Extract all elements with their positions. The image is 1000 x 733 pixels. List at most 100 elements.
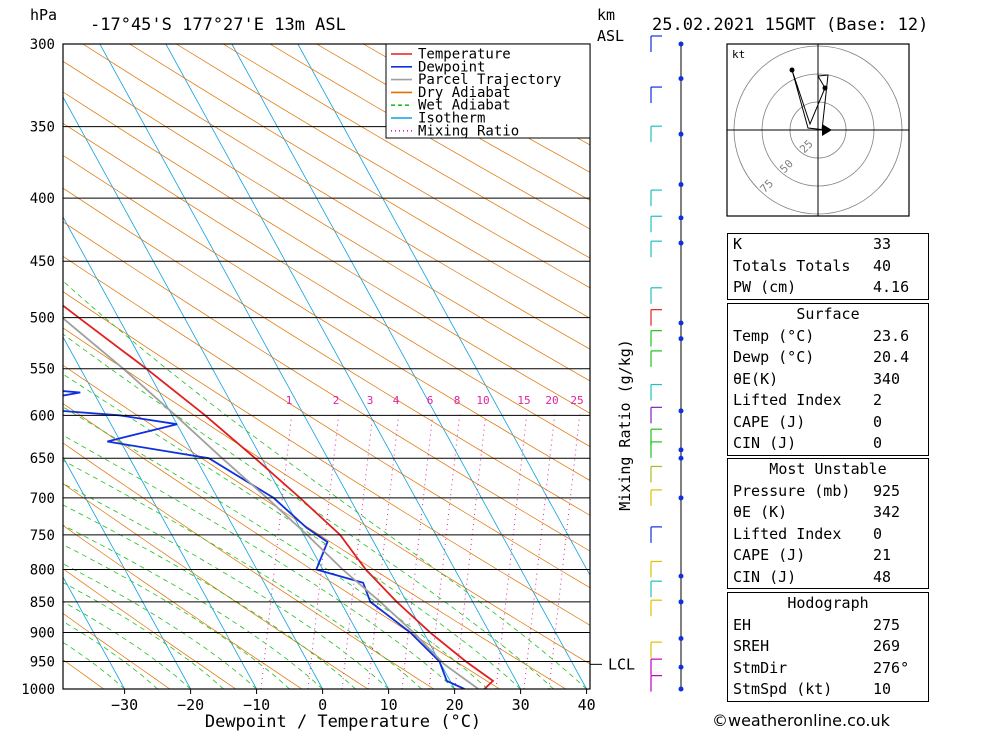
mixing-ratio-label: 8 [454, 394, 461, 407]
dry-adiabat [63, 327, 590, 665]
most-unstable-value: 48 [873, 567, 892, 586]
most-unstable-label: θE (K) [733, 503, 788, 521]
hodograph-param-row: SREH 269 [728, 636, 928, 658]
hodograph-param-row: EH 275 [728, 615, 928, 637]
pressure-tick-label: 600 [30, 408, 55, 424]
datetime-title: 25.02.2021 15GMT (Base: 12) [652, 15, 928, 35]
height-marker [678, 447, 684, 453]
hodograph-param-value: 275 [873, 615, 901, 634]
pressure-tick-label: 300 [30, 37, 55, 53]
hodograph-params-title: Hodograph [787, 594, 869, 612]
dry-adiabat [63, 364, 566, 689]
most-unstable-row: Pressure (mb) 925 [728, 481, 928, 503]
wet-adiabat [63, 504, 356, 689]
pressure-tick-label: 900 [30, 626, 55, 642]
isotherm [231, 44, 587, 689]
most-unstable-row: θE (K) 342 [728, 502, 928, 524]
height-marker [678, 408, 684, 414]
dry-adiabat [176, 44, 590, 289]
dry-adiabat [129, 44, 590, 319]
index-value: 33 [873, 235, 892, 253]
hodograph-param-label: StmSpd (kt) [733, 680, 833, 698]
x-tick-label: 0 [318, 696, 327, 714]
surface-value: 0 [873, 412, 883, 431]
pressure-tick-label: 850 [30, 595, 55, 611]
wet-adiabat [63, 641, 125, 689]
hodograph-unit: kt [732, 48, 745, 61]
height-marker [678, 686, 684, 692]
pressure-tick-label: 650 [30, 451, 55, 467]
wet-adiabat [63, 373, 521, 689]
wet-adiabat [63, 280, 587, 689]
legend-entry: Dewpoint [418, 59, 485, 75]
hodograph-param-label: StmDir [733, 658, 788, 677]
height-marker [678, 240, 684, 246]
pressure-tick-label: 750 [30, 528, 55, 544]
most-unstable-label: Pressure (mb) [733, 481, 851, 500]
most-unstable-label: CAPE (J) [733, 546, 806, 564]
x-axis-label: Dewpoint / Temperature (°C) [205, 712, 481, 732]
index-row: Totals Totals 40 [728, 256, 928, 278]
isotherm [63, 576, 125, 689]
height-marker [678, 495, 684, 501]
mixing-ratio-label: 3 [367, 394, 374, 407]
most-unstable-row: Lifted Index 0 [728, 524, 928, 546]
hodograph-param-label: EH [733, 615, 752, 634]
surface-label: Lifted Index [733, 391, 842, 409]
surface-row: Dewp (°C) 20.4 [728, 347, 928, 369]
surface-value: 0 [873, 434, 883, 452]
lcl-label: LCL [608, 655, 635, 673]
pressure-tick-label: 350 [30, 120, 55, 136]
plot-frame [62, 43, 591, 690]
index-row: PW (cm) 4.16 [728, 277, 928, 299]
hodograph-trace [791, 69, 829, 131]
pressure-tick-label: 450 [30, 254, 55, 270]
most-unstable-label: Lifted Index [733, 524, 842, 543]
mixing-ratio-label: 2 [333, 394, 340, 407]
surface-title: Surface [796, 305, 860, 323]
most-unstable-row: CAPE (J) 21 [728, 545, 928, 567]
surface-label: Dewp (°C) [733, 348, 815, 366]
hodograph-point [789, 67, 795, 73]
location-title: -17°45'S 177°27'E 13m ASL [90, 15, 346, 35]
mixing-ratio-label: 15 [517, 394, 530, 407]
pressure-tick-label: 550 [30, 362, 55, 378]
indices-panel: K 33 Totals Totals 40 PW (cm) 4.16 [727, 233, 929, 300]
hodograph-point [822, 85, 828, 91]
unit-hpa: hPa [30, 6, 57, 24]
dry-adiabat [222, 44, 590, 259]
mixing-ratio-label: 20 [545, 394, 558, 407]
wet-adiabat [63, 406, 488, 689]
pressure-tick-label: 950 [30, 655, 55, 671]
height-marker [678, 41, 684, 47]
most-unstable-title: Most Unstable [769, 460, 887, 478]
legend-entry: Temperature [418, 47, 511, 63]
surface-row: Temp (°C) 23.6 [728, 326, 928, 348]
dry-adiabat [63, 221, 590, 552]
mixing-ratio-label: 1 [286, 394, 293, 407]
index-label: PW (cm) [733, 278, 797, 296]
temperature-line [63, 304, 495, 689]
dry-adiabat [63, 91, 590, 414]
height-marker [678, 573, 684, 579]
x-tick-label: 40 [578, 696, 596, 714]
isotherm [63, 336, 257, 689]
x-tick-label: 20 [446, 696, 464, 714]
mixing-ratio-label: 6 [427, 394, 434, 407]
isotherm [63, 216, 323, 689]
x-tick-label: 30 [512, 696, 530, 714]
hodograph-params-panel: Hodograph EH 275 SREH 269 StmDir 276° StmSpd (… [727, 592, 929, 702]
surface-value: 2 [873, 391, 883, 409]
copyright-footer: ©weatheronline.co.uk [712, 711, 890, 730]
mixing-ratio-label: 25 [570, 394, 583, 407]
pressure-tick-label: 400 [30, 191, 55, 207]
pressure-tick-label: 800 [30, 562, 55, 578]
unit-asl: ASL [597, 27, 624, 45]
isotherm [99, 44, 455, 689]
surface-panel: Surface Temp (°C) 23.6 Dewp (°C) 20.4 θE(K) 3… [727, 303, 929, 456]
most-unstable-value: 925 [873, 481, 901, 500]
legend-entry: Isotherm [418, 111, 485, 127]
index-value: 4.16 [873, 278, 910, 296]
surface-row: Lifted Index 2 [728, 390, 928, 412]
